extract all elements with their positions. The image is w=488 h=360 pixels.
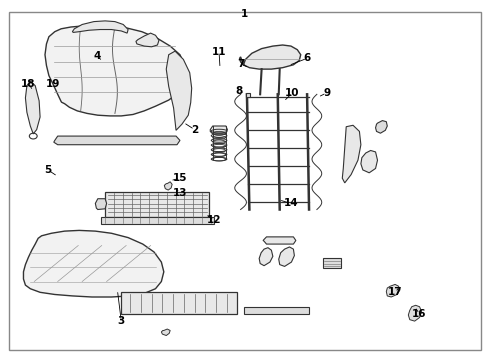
Text: 14: 14 — [283, 198, 298, 208]
Polygon shape — [136, 33, 159, 47]
Text: 6: 6 — [303, 53, 310, 63]
Text: 7: 7 — [236, 59, 244, 69]
Text: 18: 18 — [21, 78, 36, 89]
Text: 9: 9 — [323, 88, 329, 98]
Polygon shape — [243, 307, 308, 314]
Polygon shape — [161, 329, 170, 336]
Polygon shape — [407, 305, 421, 321]
Text: 13: 13 — [172, 188, 187, 198]
Polygon shape — [166, 51, 191, 130]
Polygon shape — [101, 217, 214, 224]
Text: 19: 19 — [45, 78, 60, 89]
Polygon shape — [72, 21, 128, 33]
Text: 17: 17 — [387, 287, 402, 297]
Polygon shape — [375, 121, 386, 133]
Text: 10: 10 — [285, 88, 299, 98]
Polygon shape — [210, 126, 227, 134]
Polygon shape — [23, 230, 163, 297]
Polygon shape — [360, 150, 377, 173]
Polygon shape — [263, 237, 295, 244]
Text: 4: 4 — [93, 51, 101, 61]
Polygon shape — [54, 136, 180, 145]
Polygon shape — [45, 25, 186, 116]
Polygon shape — [342, 125, 360, 183]
Polygon shape — [246, 93, 250, 97]
Polygon shape — [259, 248, 272, 266]
Text: 15: 15 — [172, 173, 187, 183]
Polygon shape — [278, 247, 294, 266]
Polygon shape — [164, 182, 172, 190]
Text: 16: 16 — [411, 309, 426, 319]
Polygon shape — [121, 292, 237, 314]
Text: 1: 1 — [241, 9, 247, 19]
Text: 12: 12 — [206, 215, 221, 225]
Text: 3: 3 — [118, 316, 124, 326]
Text: 5: 5 — [44, 165, 51, 175]
Text: 8: 8 — [235, 86, 242, 96]
FancyBboxPatch shape — [9, 12, 480, 350]
Text: 2: 2 — [191, 125, 198, 135]
Text: 11: 11 — [211, 47, 226, 57]
Polygon shape — [25, 81, 40, 134]
Polygon shape — [386, 284, 399, 297]
Polygon shape — [105, 192, 209, 217]
Polygon shape — [322, 258, 341, 268]
Polygon shape — [239, 45, 300, 69]
Polygon shape — [95, 199, 106, 210]
